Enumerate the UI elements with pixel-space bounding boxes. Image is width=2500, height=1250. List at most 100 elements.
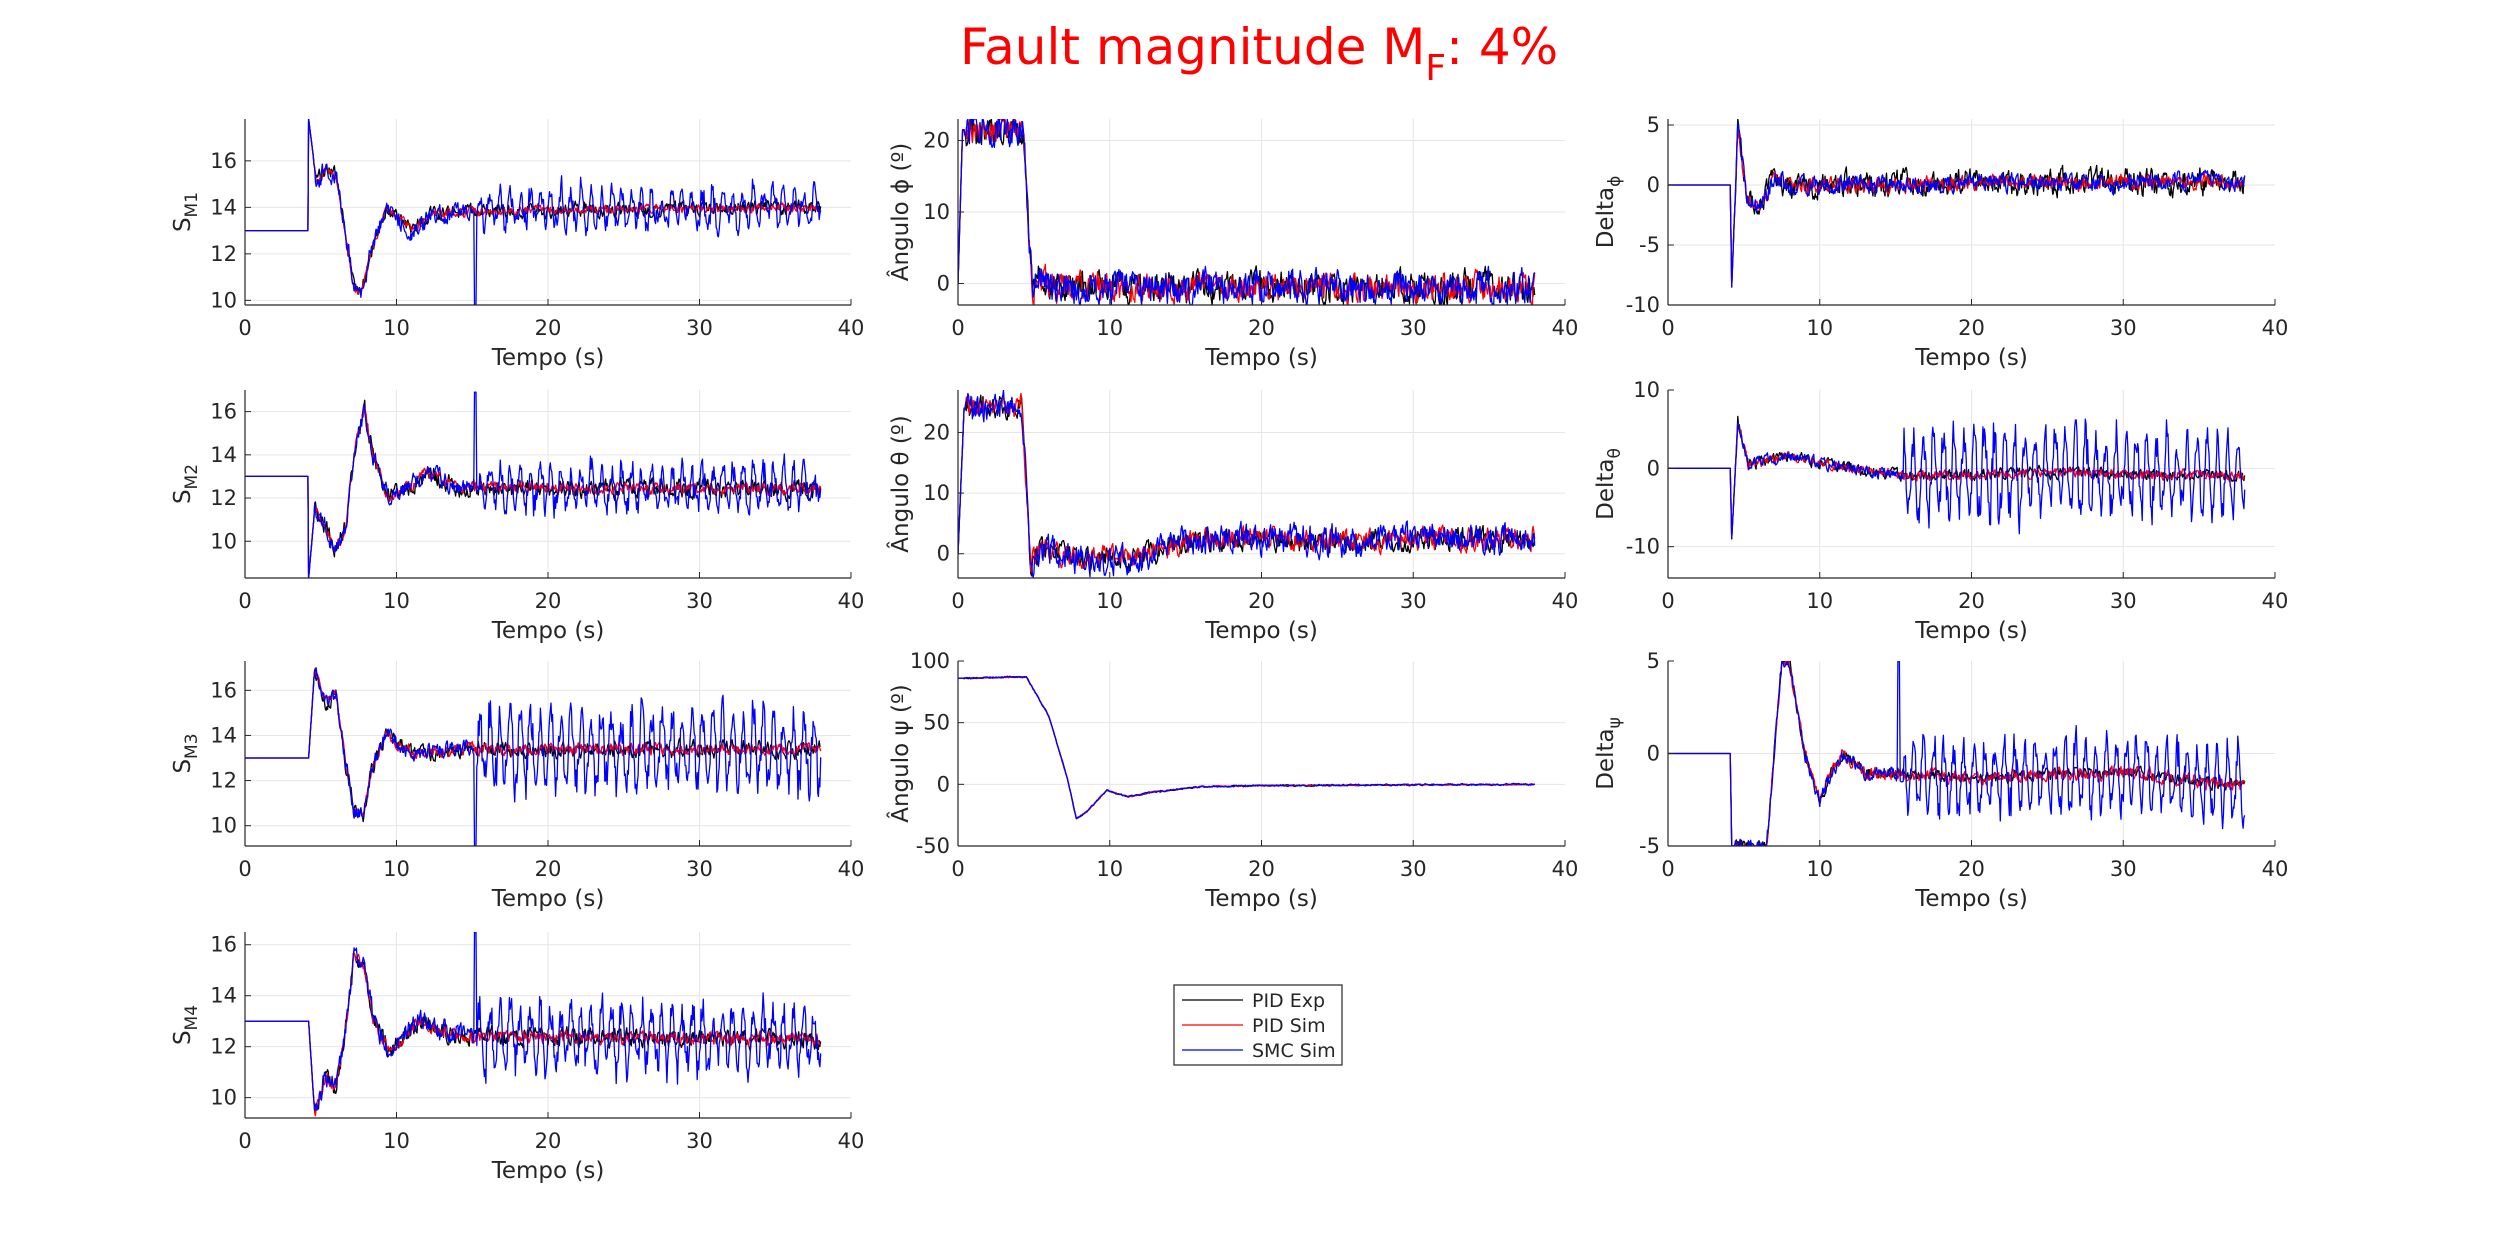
x-tick-label: 30: [686, 316, 713, 340]
x-tick-label: 40: [838, 316, 865, 340]
x-tick-label: 10: [1806, 857, 1833, 881]
x-tick-label: 10: [383, 1129, 410, 1153]
y-tick-label: 12: [210, 242, 237, 266]
x-tick-label: 10: [383, 589, 410, 613]
y-tick-label: -5: [1639, 233, 1660, 257]
series-line-blue-sm1: [245, 119, 822, 305]
series-line-blue-dtheta: [1668, 418, 2246, 540]
y-axis-label: Ângulo ϕ (º): [886, 143, 914, 282]
y-tick-label: 16: [210, 933, 237, 957]
panel-phi: 0 10 20 30 40 0 10 20 Tempo (s) Ângulo ϕ (º): [886, 119, 1578, 371]
y-tick-label: 12: [210, 1035, 237, 1059]
y-axis-label: SM4: [170, 1005, 202, 1045]
x-tick-label: 20: [1248, 589, 1275, 613]
y-tick-label: 16: [210, 149, 237, 173]
series-line-black-psi: [958, 675, 1535, 820]
x-axis-label: Tempo (s): [1914, 886, 2028, 912]
y-axis-label: Deltaϕ: [1593, 176, 1625, 249]
x-tick-label: 0: [1661, 857, 1674, 881]
x-axis-label: Tempo (s): [1204, 886, 1318, 912]
y-axis-label: Ângulo θ (º): [886, 415, 914, 552]
y-axis-label: Ângulo ψ (º): [886, 684, 914, 823]
y-tick-label: 10: [923, 200, 950, 224]
x-tick-label: 20: [1958, 316, 1985, 340]
x-axis-label: Tempo (s): [491, 1158, 605, 1184]
panel-sm2: 0 10 20 30 40 10 12 14 16 Tempo (s) SM2: [170, 390, 864, 644]
x-tick-label: 10: [383, 857, 410, 881]
y-tick-label: 0: [937, 272, 950, 296]
y-tick-label: 12: [210, 769, 237, 793]
y-axis-label: SM2: [170, 464, 202, 504]
legend-label-pid-sim: PID Sim: [1252, 1015, 1326, 1037]
y-tick-label: 20: [923, 128, 950, 152]
series-line-red-psi: [958, 675, 1535, 820]
x-tick-label: 30: [2110, 589, 2137, 613]
x-tick-label: 20: [535, 316, 562, 340]
x-tick-label: 40: [2262, 857, 2289, 881]
figure-title: Fault magnitude MF: 4%: [960, 18, 1558, 89]
y-tick-label: 14: [210, 195, 237, 219]
x-tick-label: 40: [838, 857, 865, 881]
y-tick-label: 14: [210, 723, 237, 747]
x-tick-label: 10: [383, 316, 410, 340]
x-axis-label: Tempo (s): [491, 345, 605, 371]
x-axis-label: Tempo (s): [491, 618, 605, 644]
y-axis-label: SM3: [170, 733, 202, 773]
y-tick-label: 5: [1647, 649, 1660, 673]
y-axis-label: SM1: [170, 192, 202, 232]
x-tick-label: 30: [686, 857, 713, 881]
x-tick-label: 0: [1661, 316, 1674, 340]
series-line-blue-phi: [958, 119, 1536, 305]
y-tick-label: 10: [210, 529, 237, 553]
series-line-blue-dphi: [1668, 121, 2246, 288]
y-tick-label: 5: [1647, 113, 1660, 137]
x-axis-label: Tempo (s): [1204, 345, 1318, 371]
title-sub: F: [1425, 48, 1446, 89]
x-tick-label: 30: [2110, 857, 2137, 881]
panel-dphi: 0 10 20 30 40 -10 -5 0 5 Tempo (s) Deltaϕ: [1593, 113, 2288, 371]
y-tick-label: 0: [1647, 456, 1660, 480]
y-tick-label: 20: [923, 420, 950, 444]
y-tick-label: -5: [1639, 834, 1660, 858]
x-tick-label: 40: [1552, 316, 1579, 340]
y-tick-label: 0: [937, 542, 950, 566]
x-tick-label: 30: [1400, 857, 1427, 881]
x-tick-label: 40: [1552, 589, 1579, 613]
x-axis-label: Tempo (s): [1914, 618, 2028, 644]
y-tick-label: 10: [210, 1086, 237, 1110]
y-tick-label: 0: [1647, 742, 1660, 766]
x-tick-label: 10: [1806, 589, 1833, 613]
y-tick-label: 10: [210, 288, 237, 312]
x-tick-label: 20: [1958, 857, 1985, 881]
y-axis-label: Deltaθ: [1593, 448, 1625, 520]
y-tick-label: 100: [910, 649, 950, 673]
legend: PID Exp PID Sim SMC Sim: [1173, 984, 1343, 1066]
y-tick-label: -10: [1626, 535, 1660, 559]
y-tick-label: 10: [210, 814, 237, 838]
x-tick-label: 10: [1806, 316, 1833, 340]
series-line-blue-theta: [958, 390, 1536, 578]
x-tick-label: 20: [1248, 316, 1275, 340]
x-tick-label: 40: [838, 589, 865, 613]
x-tick-label: 10: [1096, 589, 1123, 613]
x-tick-label: 40: [1552, 857, 1579, 881]
x-axis-label: Tempo (s): [491, 886, 605, 912]
series-line-blue-psi: [958, 675, 1535, 820]
x-tick-label: 10: [1096, 857, 1123, 881]
panel-dtheta: 0 10 20 30 40 -10 0 10 Tempo (s) Deltaθ: [1593, 378, 2288, 644]
x-tick-label: 0: [951, 857, 964, 881]
y-tick-label: -50: [916, 834, 950, 858]
y-tick-label: 16: [210, 678, 237, 702]
legend-label-pid-exp: PID Exp: [1252, 990, 1325, 1012]
x-tick-label: 0: [1661, 589, 1674, 613]
x-tick-label: 40: [2262, 589, 2289, 613]
x-tick-label: 20: [1958, 589, 1985, 613]
y-axis-label: Deltaψ: [1593, 717, 1625, 790]
panel-theta: 0 10 20 30 40 0 10 20 Tempo (s) Ângulo θ (º): [886, 390, 1578, 644]
x-tick-label: 30: [686, 589, 713, 613]
y-tick-label: 16: [210, 400, 237, 424]
x-tick-label: 40: [2262, 316, 2289, 340]
